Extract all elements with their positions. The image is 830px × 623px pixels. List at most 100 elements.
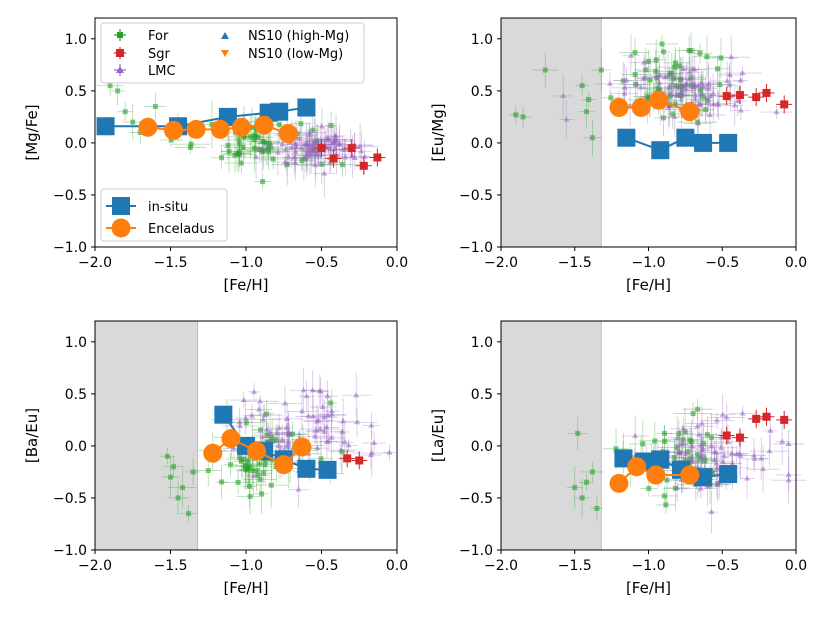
y-tick-label: −1.0 [459, 240, 493, 256]
lmc-point [317, 407, 347, 422]
lmc-point [699, 439, 724, 453]
enceladus-marker [221, 429, 241, 449]
legend-label-ns10-low: NS10 (low-Mg) [248, 47, 343, 62]
lmc-point [279, 417, 294, 438]
lmc-point [683, 70, 723, 103]
lmc-point [271, 401, 303, 437]
enceladus-marker [186, 119, 206, 139]
y-tick-label: 0.0 [65, 136, 87, 152]
lmc-point [246, 455, 261, 498]
sgr-point [731, 428, 748, 447]
y-tick-label: 0.0 [65, 439, 87, 455]
insitu-marker [614, 449, 633, 468]
panel-1: −2.0 −1.5 −1.0 −0.5 0.0 −1.0 −0.5 0.0 0.5 1.0 [Fe/… [23, 17, 408, 294]
y-tick-label: −0.5 [459, 188, 493, 204]
lmc-point [295, 395, 332, 438]
lmc-point [670, 77, 695, 104]
lmc-point [311, 424, 343, 459]
for-point [278, 421, 307, 447]
lmc-point [680, 56, 706, 83]
lmc-point [269, 129, 287, 176]
lmc-point [360, 442, 382, 468]
lmc-point [680, 416, 715, 437]
for-point [580, 462, 604, 482]
x-tick-label: −1.5 [558, 558, 592, 574]
enceladus-marker-icon [111, 218, 131, 238]
legend-label-insitu: in-situ [148, 200, 188, 215]
lmc-point [246, 402, 273, 417]
panel-3: −2.0 −1.5 −1.0 −0.5 0.0 −1.0 −0.5 0.0 0.5 1.0 [Fe/… [23, 320, 408, 597]
lmc-point [326, 114, 346, 158]
lmc-point [325, 429, 357, 471]
enceladus-marker [680, 465, 700, 485]
enceladus-marker [627, 457, 647, 477]
lmc-point [315, 108, 329, 145]
for-point [246, 117, 262, 162]
enceladus-marker [292, 437, 312, 457]
lmc-point [242, 403, 261, 428]
lmc-point [679, 73, 693, 97]
for-point [532, 52, 559, 88]
lmc-point [316, 414, 347, 462]
sgr-point [355, 156, 372, 175]
x-tick-label: −1.0 [229, 255, 263, 271]
y-tick-label: −1.0 [459, 543, 493, 559]
y-tick-label: 0.0 [471, 136, 493, 152]
lmc-point [698, 441, 731, 463]
for-point [692, 35, 722, 78]
y-axis-label: [Eu/Mg] [429, 103, 447, 161]
for-point [220, 130, 236, 161]
for-point [166, 481, 190, 515]
sgr-point [369, 148, 386, 167]
for-point [222, 141, 256, 168]
insitu-marker [270, 102, 289, 121]
enceladus-marker [680, 102, 700, 122]
lmc-point [709, 393, 736, 436]
lmc-point [652, 55, 678, 100]
lmc-point [728, 85, 747, 117]
lmc-point [771, 456, 807, 504]
lmc-point [726, 85, 743, 126]
legend-label-lmc: LMC [148, 64, 176, 79]
x-axis-label: [Fe/H] [223, 276, 268, 294]
x-tick-label: 0.0 [785, 558, 807, 574]
for-point [682, 399, 713, 420]
legend-top: For Sgr LMC NS10 (high-Mg) NS10 (low-Mg) [100, 22, 365, 84]
x-tick-label: −2.0 [484, 255, 518, 271]
x-tick-label: −2.0 [484, 558, 518, 574]
lmc-point [700, 89, 735, 118]
for-point [635, 47, 657, 93]
lmc-point [621, 415, 650, 457]
x-tick-label: −2.0 [78, 558, 112, 574]
lmc-point [754, 437, 769, 480]
for-point [591, 48, 612, 92]
legend-bottom: in-situ Enceladus [100, 188, 228, 242]
lmc-point [742, 438, 766, 473]
enceladus-marker [203, 443, 223, 463]
excluded-region-shade [500, 320, 602, 551]
lmc-point [337, 139, 354, 176]
lmc-point [304, 370, 321, 411]
lmc-point [668, 82, 685, 109]
legend-item-lmc: LMC [114, 64, 176, 79]
lmc-point [669, 80, 687, 95]
for-point [289, 149, 315, 172]
lmc-point [302, 407, 334, 434]
for-point [656, 45, 671, 59]
x-tick-label: −1.5 [154, 558, 188, 574]
lmc-point [694, 93, 727, 137]
y-axis-label: [La/Eu] [429, 409, 447, 462]
for-point [658, 66, 682, 81]
for-point [254, 173, 271, 190]
lmc-point [624, 70, 651, 99]
enceladus-marker [631, 98, 651, 118]
for-point [583, 119, 602, 157]
legend-top-frame [100, 22, 365, 84]
for-point [221, 129, 237, 174]
x-tick-label: 0.0 [785, 255, 807, 271]
lmc-point [699, 76, 713, 120]
lmc-point [684, 404, 720, 443]
for-point [514, 106, 532, 128]
excluded-region-shade [94, 320, 199, 551]
enceladus-marker [164, 120, 184, 140]
